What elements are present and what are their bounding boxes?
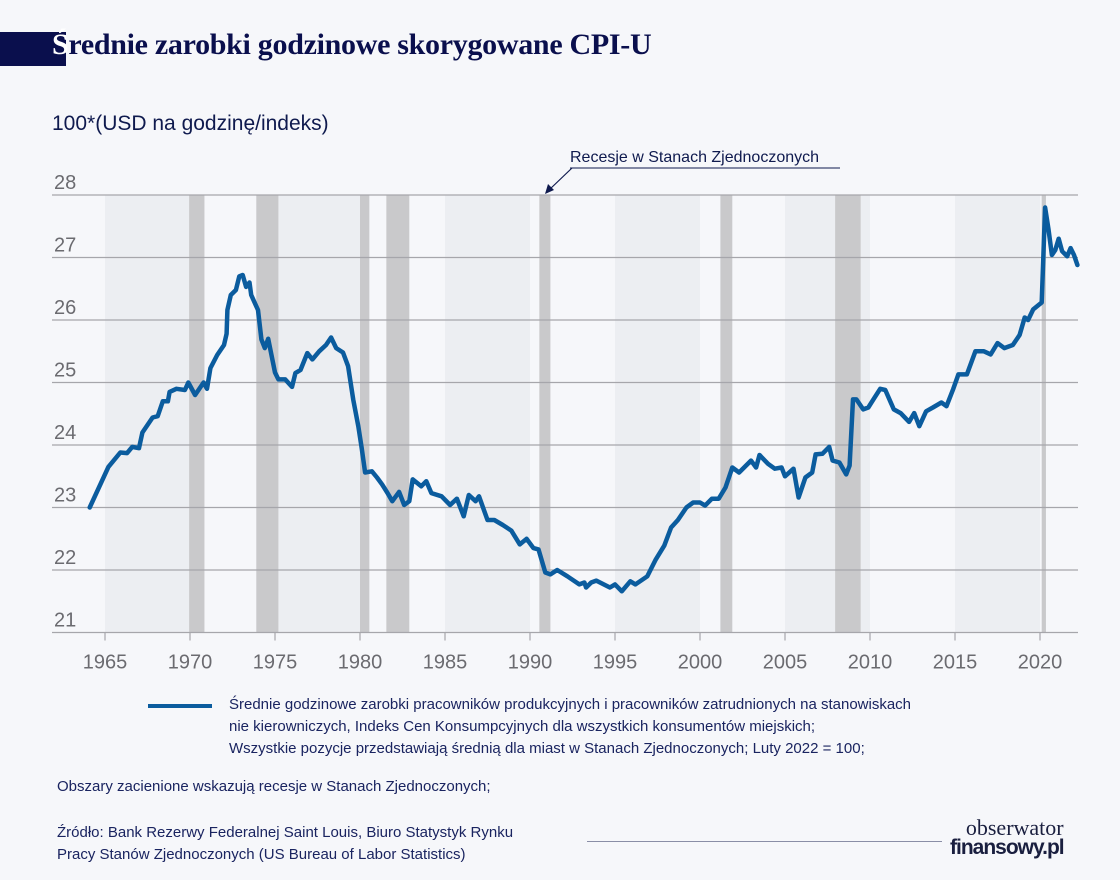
legend-series-label: Średnie godzinowe zarobki pracowników pr…	[229, 694, 1029, 760]
recession-bar	[1041, 195, 1046, 633]
logo-line-2: finansowy.pl	[950, 836, 1065, 859]
x-tick-label: 1965	[83, 652, 128, 674]
logo-line-1: obserwator	[965, 815, 1064, 840]
source-line-2: Pracy Stanów Zjednoczonych (US Bureau of…	[57, 846, 466, 863]
title-first-letter: Ś	[52, 28, 69, 61]
brand-logo: obserwator finansowy.pl	[950, 815, 1065, 859]
legend-series-swatch	[148, 704, 212, 708]
recession-bar	[189, 195, 205, 633]
recession-bar	[386, 195, 410, 633]
y-tick-label: 24	[54, 422, 76, 444]
x-tick-label: 1975	[253, 652, 298, 674]
x-tick-label: 2020	[1018, 652, 1063, 674]
x-tick-label: 2005	[763, 652, 808, 674]
y-tick-label: 27	[54, 235, 76, 257]
recession-bar	[835, 195, 861, 633]
recession-bar	[539, 195, 551, 633]
footer-divider	[587, 841, 942, 842]
source-line-1: Źródło: Bank Rezerwy Federalnej Saint Lo…	[57, 824, 514, 841]
x-tick-label: 1980	[338, 652, 383, 674]
x-tick-label: 2010	[848, 652, 893, 674]
annotation-arrow-shaft	[548, 167, 573, 191]
legend-line-3: Wszystkie pozycje przedstawiają średnią …	[229, 740, 865, 757]
page-title: Średnie zarobki godzinowe skorygowane CP…	[52, 28, 652, 62]
recession-bar	[720, 195, 733, 633]
background-band	[615, 195, 700, 633]
x-tick-label: 1970	[168, 652, 213, 674]
y-tick-label: 26	[54, 297, 76, 319]
background-band	[955, 195, 1040, 633]
background-band	[445, 195, 530, 633]
x-tick-label: 2015	[933, 652, 978, 674]
y-tick-label: 25	[54, 360, 76, 382]
title-accent-block	[0, 32, 66, 66]
shading-note: Obszary zacienione wskazują recesje w St…	[57, 778, 491, 795]
y-axis-unit-label: 100*(USD na godzinę/indeks)	[52, 112, 329, 135]
legend-line-1: Średnie godzinowe zarobki pracowników pr…	[229, 696, 912, 713]
y-tick-label: 28	[54, 172, 76, 194]
legend-line-2: nie kierowniczych, Indeks Cen Konsumpcyj…	[229, 718, 816, 735]
background-band	[105, 195, 190, 633]
y-tick-label: 21	[54, 610, 76, 632]
source-text: Źródło: Bank Rezerwy Federalnej Saint Lo…	[57, 822, 597, 866]
y-tick-label: 23	[54, 485, 76, 507]
y-tick-label: 22	[54, 547, 76, 569]
background-band	[275, 195, 360, 633]
x-tick-label: 1995	[593, 652, 638, 674]
recession-bar	[360, 195, 370, 633]
x-tick-label: 1990	[508, 652, 553, 674]
x-tick-label: 1985	[423, 652, 468, 674]
recession-bar	[256, 195, 279, 633]
x-tick-label: 2000	[678, 652, 723, 674]
title-rest: rednie zarobki godzinowe skorygowane CPI…	[68, 28, 652, 61]
series-line	[87, 205, 1080, 594]
recession-annotation-label: Recesje w Stanach Zjednoczonych	[570, 149, 819, 166]
annotation-arrow-head-icon	[545, 184, 554, 194]
